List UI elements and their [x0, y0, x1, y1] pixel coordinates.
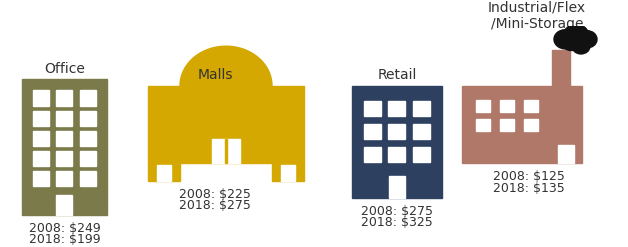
- Bar: [33, 131, 49, 146]
- Text: Industrial/Flex
/Mini-Storage: Industrial/Flex /Mini-Storage: [488, 0, 586, 31]
- Bar: [57, 195, 72, 215]
- Text: Malls: Malls: [197, 68, 233, 82]
- Polygon shape: [180, 46, 272, 86]
- Bar: [476, 119, 490, 131]
- Bar: [180, 86, 272, 164]
- Circle shape: [577, 31, 597, 48]
- Bar: [212, 139, 240, 164]
- Text: 2018: $135: 2018: $135: [493, 182, 565, 195]
- Circle shape: [562, 35, 580, 50]
- Bar: [80, 90, 95, 106]
- Bar: [157, 165, 171, 181]
- Bar: [558, 144, 574, 164]
- Bar: [57, 111, 72, 126]
- Circle shape: [572, 39, 590, 54]
- Bar: [500, 100, 514, 112]
- Bar: [389, 147, 406, 162]
- Bar: [80, 151, 95, 166]
- Bar: [364, 101, 381, 116]
- Text: 2008: $275: 2008: $275: [361, 205, 433, 218]
- Bar: [364, 124, 381, 139]
- Bar: [476, 100, 490, 112]
- Bar: [33, 171, 49, 186]
- Text: 2008: $249: 2008: $249: [29, 222, 100, 235]
- Bar: [413, 147, 430, 162]
- Bar: [57, 131, 72, 146]
- Bar: [524, 119, 538, 131]
- Bar: [80, 131, 95, 146]
- Bar: [33, 151, 49, 166]
- Bar: [462, 86, 582, 164]
- Bar: [22, 79, 107, 215]
- Text: 2018: $199: 2018: $199: [29, 233, 100, 246]
- Bar: [352, 86, 442, 198]
- Bar: [500, 119, 514, 131]
- Bar: [524, 100, 538, 112]
- Bar: [80, 111, 95, 126]
- Bar: [80, 171, 95, 186]
- Text: Retail: Retail: [377, 68, 417, 82]
- Bar: [413, 101, 430, 116]
- Bar: [389, 176, 405, 198]
- Bar: [413, 124, 430, 139]
- Bar: [364, 147, 381, 162]
- Bar: [281, 165, 295, 181]
- Circle shape: [554, 30, 576, 49]
- Text: 2018: $275: 2018: $275: [179, 199, 251, 212]
- Circle shape: [563, 25, 589, 47]
- Bar: [33, 111, 49, 126]
- Text: 2008: $125: 2008: $125: [493, 170, 565, 183]
- Bar: [389, 124, 406, 139]
- Bar: [57, 171, 72, 186]
- Bar: [552, 50, 570, 86]
- Bar: [389, 101, 406, 116]
- Bar: [225, 139, 227, 164]
- Bar: [148, 86, 180, 181]
- Bar: [272, 86, 304, 181]
- Text: 2008: $225: 2008: $225: [179, 188, 251, 201]
- Bar: [57, 90, 72, 106]
- Text: 2018: $325: 2018: $325: [361, 216, 433, 229]
- Bar: [57, 151, 72, 166]
- Text: Office: Office: [44, 62, 85, 76]
- Bar: [33, 90, 49, 106]
- Circle shape: [571, 25, 587, 39]
